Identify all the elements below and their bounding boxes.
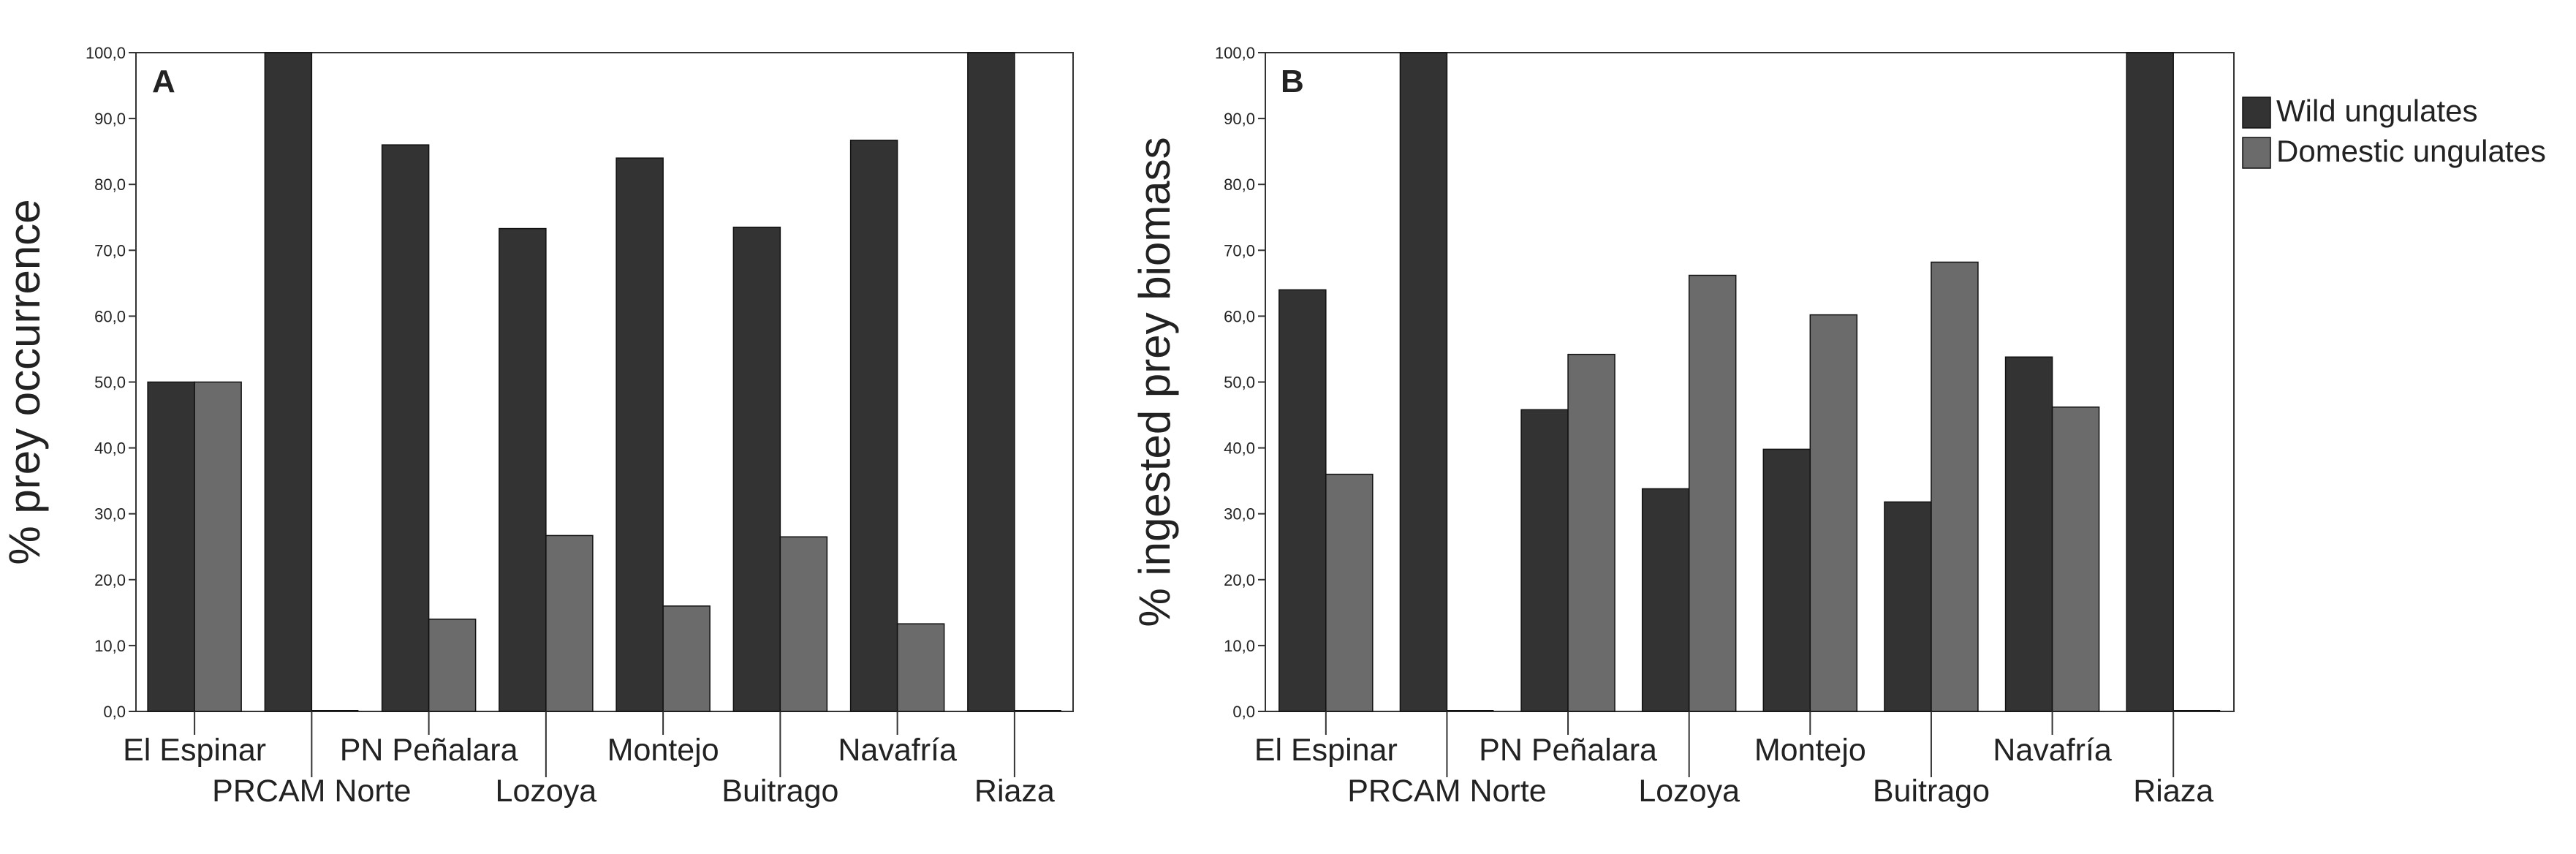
x-tick-label: PN Peñalara: [340, 733, 518, 768]
y-tick-label: 50,0: [1224, 374, 1255, 392]
y-tick-label: 60,0: [1224, 307, 1255, 325]
legend-swatch: [2242, 97, 2271, 129]
bar: [896, 623, 945, 712]
y-tick-label: 20,0: [1224, 571, 1255, 589]
bar: [1567, 353, 1615, 712]
y-tick-label: 40,0: [94, 439, 126, 458]
bar: [264, 52, 313, 712]
x-tick-label: Lozoya: [1638, 774, 1740, 809]
bar: [615, 157, 664, 712]
bar: [1520, 409, 1569, 712]
y-tick-label: 70,0: [1224, 241, 1255, 260]
x-tick-label: Buitrago: [721, 774, 838, 809]
legend-label: Domestic ungulates: [2276, 134, 2546, 168]
y-tick-label: 90,0: [1224, 110, 1255, 128]
bar: [2051, 406, 2100, 712]
y-tick-label: 80,0: [1224, 175, 1255, 194]
x-tick-label: Navafría: [838, 733, 957, 768]
x-tick-label: El Espinar: [123, 733, 266, 768]
bar: [1931, 261, 1979, 712]
bar: [428, 619, 477, 712]
bar: [2126, 52, 2174, 712]
x-tick-label: Buitrago: [1873, 774, 1990, 809]
y-tick-label: 100,0: [86, 44, 126, 62]
x-tick-label: El Espinar: [1254, 733, 1398, 768]
y-axis-label: % prey occurrence: [0, 199, 49, 564]
x-tick-label: Montejo: [607, 733, 719, 768]
bar: [779, 536, 828, 712]
y-tick-label: 20,0: [94, 571, 126, 589]
y-tick-label: 30,0: [94, 505, 126, 524]
y-axis-label: % ingested prey biomass: [1130, 137, 1179, 627]
y-tick-label: 10,0: [94, 637, 126, 655]
panel-letter: B: [1281, 64, 1304, 99]
chart-panel-a: 0,0 10,0 20,0 30,0 40,0 50,0 60,0 70,0 80,0 90,0 1…: [0, 44, 1074, 809]
y-tick-label: 50,0: [94, 374, 126, 392]
x-tick-label: Navafría: [1993, 733, 2112, 768]
legend-swatch: [2242, 137, 2271, 169]
y-tick-label: 80,0: [94, 175, 126, 194]
y-tick-label: 100,0: [1215, 44, 1255, 62]
chart-panel-b: 0,0 10,0 20,0 30,0 40,0 50,0 60,0 70,0 80,0 90,0 1…: [1130, 44, 2235, 809]
bar: [849, 140, 898, 712]
x-tick-label: Montejo: [1754, 733, 1866, 768]
y-tick-label: 90,0: [94, 110, 126, 128]
y-tick-label: 0,0: [1232, 703, 1255, 721]
bar: [1325, 473, 1374, 712]
panel-letter: A: [152, 64, 175, 99]
bar: [381, 144, 430, 712]
y-tick-label: 10,0: [1224, 637, 1255, 655]
y-tick-label: 40,0: [1224, 439, 1255, 458]
bar: [1688, 274, 1737, 712]
x-tick-label: PRCAM Norte: [1347, 774, 1546, 809]
x-tick-label: Riaza: [974, 774, 1055, 809]
bar: [2004, 356, 2053, 712]
x-tick-label: PN Peñalara: [1479, 733, 1657, 768]
y-tick-label: 60,0: [94, 307, 126, 325]
legend-label: Wild ungulates: [2276, 94, 2477, 128]
x-tick-label: PRCAM Norte: [212, 774, 411, 809]
bar: [499, 227, 547, 712]
bar: [967, 52, 1015, 712]
bar: [1641, 488, 1690, 712]
bar: [194, 381, 242, 712]
bar: [732, 227, 781, 712]
bar: [662, 605, 711, 712]
legend: Wild ungulates Domestic ungulates: [2242, 94, 2546, 169]
y-tick-label: 0,0: [103, 703, 126, 721]
bar: [545, 534, 594, 712]
bar: [147, 381, 195, 712]
y-tick-label: 70,0: [94, 241, 126, 260]
y-tick-label: 30,0: [1224, 505, 1255, 524]
bar: [1809, 314, 1858, 712]
bar: [1762, 448, 1811, 712]
bar: [1884, 501, 1932, 712]
bar: [1278, 289, 1327, 712]
x-tick-label: Lozoya: [496, 774, 597, 809]
bar: [1399, 52, 1448, 712]
x-tick-label: Riaza: [2133, 774, 2213, 809]
